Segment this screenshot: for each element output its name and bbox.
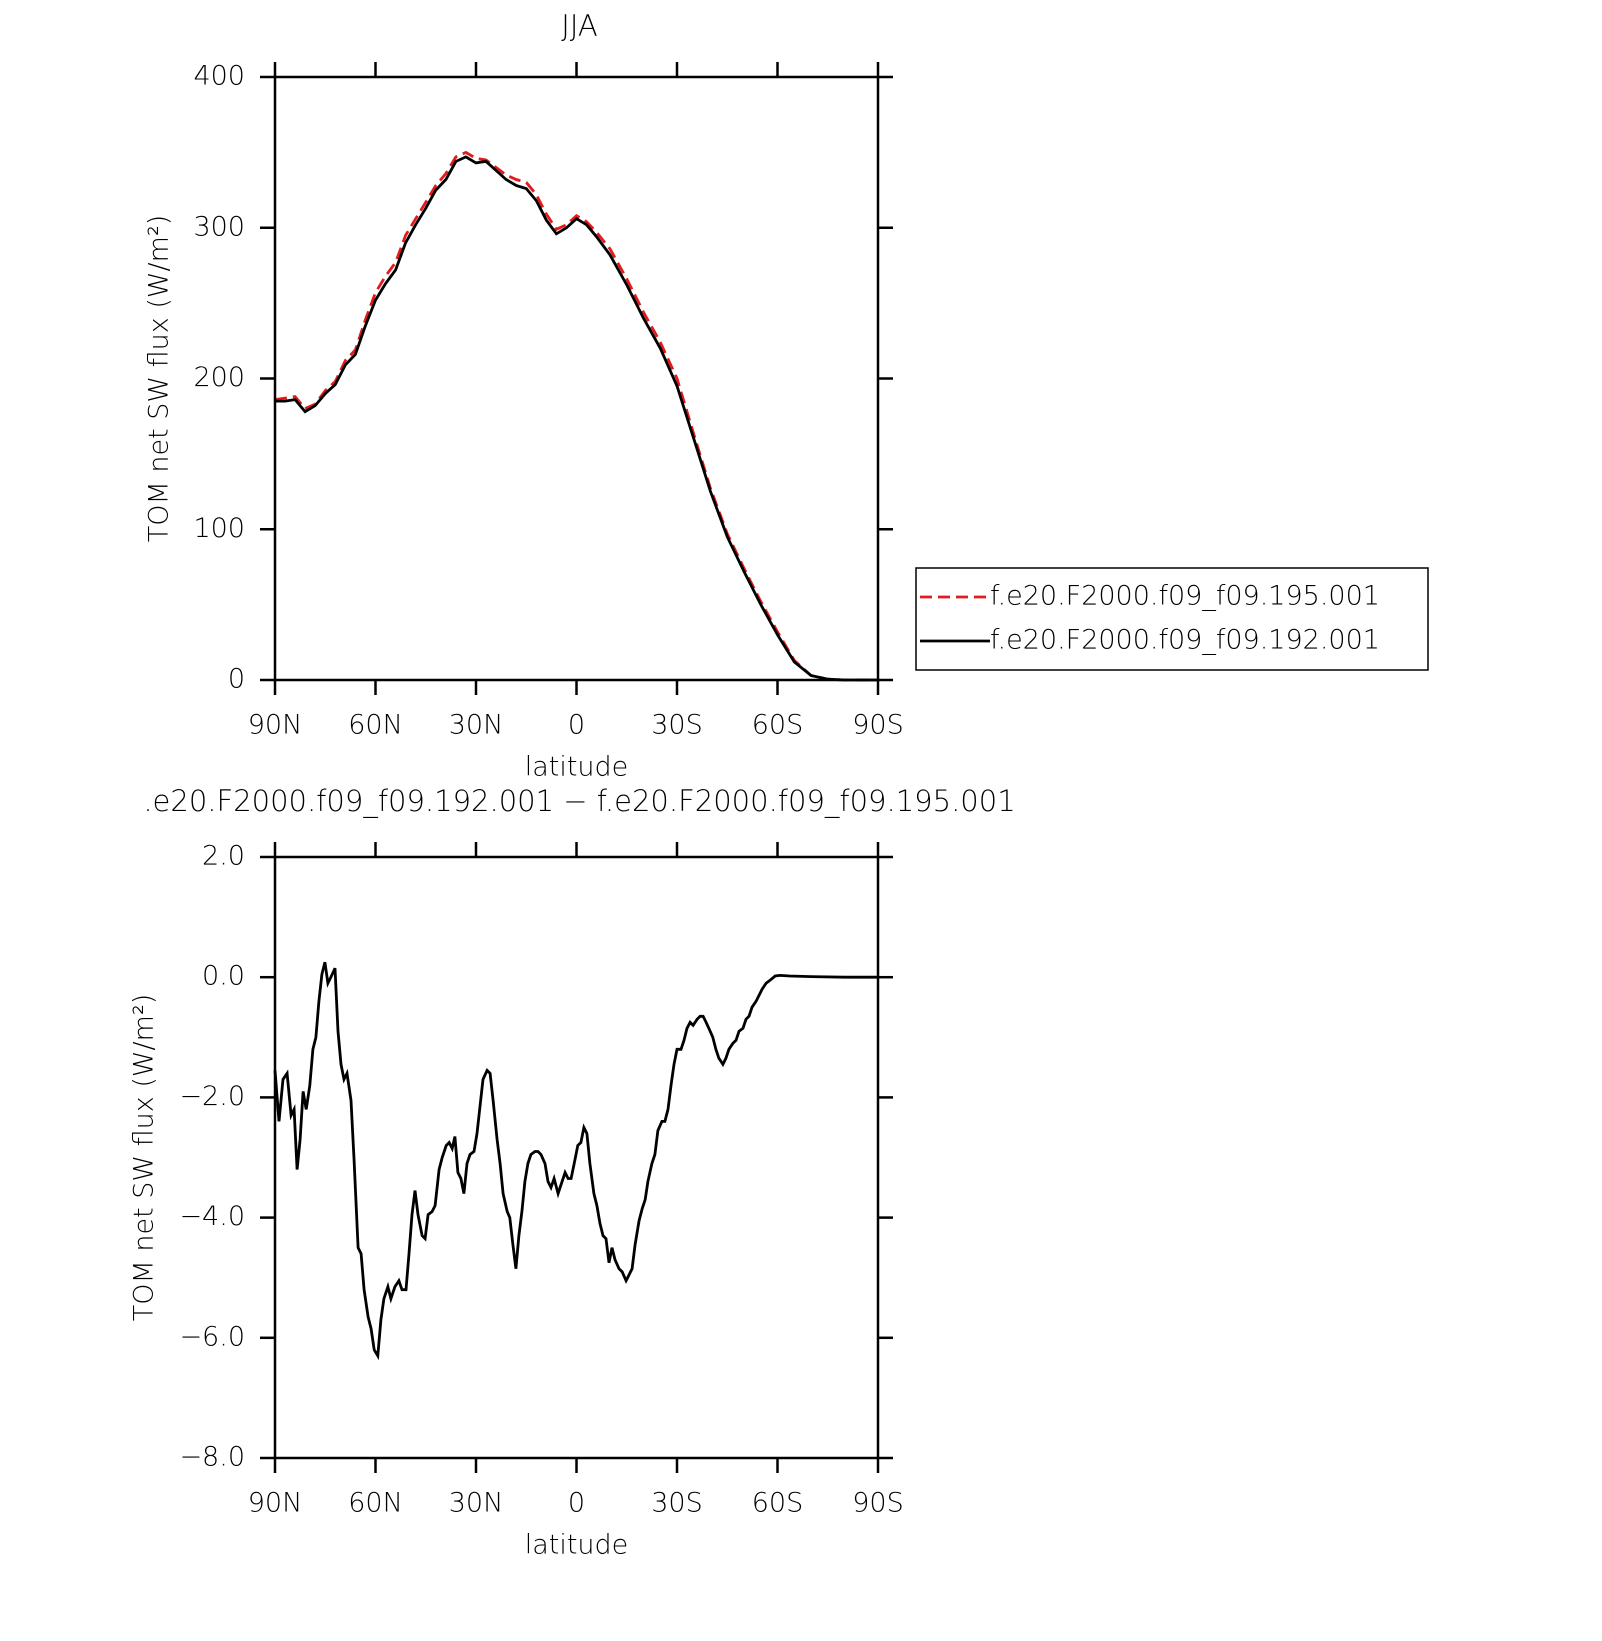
y-tick-label: 400: [193, 61, 245, 92]
x-tick-label: 90N: [248, 1488, 303, 1519]
y-tick-label: 100: [193, 513, 245, 544]
x-tick-label: 30S: [651, 1488, 703, 1519]
series-line: [274, 150, 878, 682]
y-axis-label: TOM net SW flux (W/m²): [144, 215, 175, 543]
y-tick-label: −6.0: [179, 1321, 245, 1352]
y-tick-label: −2.0: [179, 1081, 245, 1112]
x-tick-label: 30S: [651, 710, 703, 741]
x-tick-label: 30N: [449, 710, 504, 741]
x-axis-label: latitude: [525, 1530, 629, 1561]
x-tick-label: 0: [568, 1488, 585, 1519]
plot-frame: [273, 75, 880, 682]
legend-box: [915, 567, 1429, 671]
y-axis-label: TOM net SW flux (W/m²): [129, 994, 160, 1322]
y-tick-label: 300: [193, 211, 245, 242]
y-tick-label: −4.0: [179, 1201, 245, 1232]
x-tick-label: 0: [568, 710, 585, 741]
legend-label: f.e20.F2000.f09_f09.192.001: [990, 625, 1380, 656]
legend-label: f.e20.F2000.f09_f09.195.001: [990, 581, 1380, 612]
x-tick-label: 90S: [852, 1488, 904, 1519]
x-tick-label: 60N: [348, 710, 403, 741]
chart-title: .e20.F2000.f09_f09.192.001 − f.e20.F2000…: [143, 784, 1015, 819]
y-tick-label: 2.0: [202, 841, 245, 872]
x-tick-label: 90S: [852, 710, 904, 741]
chart-title: JJA: [561, 9, 597, 43]
y-tick-label: −8.0: [179, 1442, 245, 1473]
x-tick-label: 60S: [752, 710, 804, 741]
y-tick-label: 200: [193, 362, 245, 393]
x-tick-label: 30N: [449, 1488, 504, 1519]
plot-frame: [273, 855, 880, 1460]
series-line: [273, 961, 878, 1361]
series-line: [275, 155, 878, 682]
x-tick-label: 60N: [348, 1488, 403, 1519]
x-tick-label: 90N: [248, 710, 303, 741]
y-tick-label: 0: [228, 664, 245, 695]
y-tick-label: 0.0: [202, 961, 245, 992]
x-tick-label: 60S: [752, 1488, 804, 1519]
x-axis-label: latitude: [525, 752, 629, 783]
